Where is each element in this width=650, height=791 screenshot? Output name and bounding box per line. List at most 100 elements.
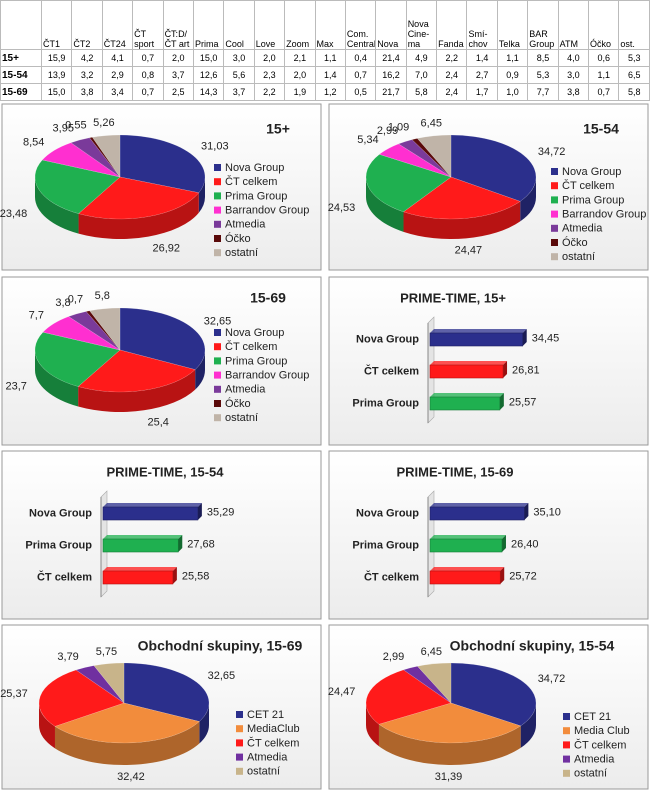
data-label: 6,45 [421,646,442,658]
pie-slice [450,662,537,727]
data-label: 3,8 [55,297,70,309]
legend-label: ČT celkem [247,736,299,749]
chart-title: Obchodní skupiny, 15-69 [138,638,303,654]
legend-swatch [236,767,243,775]
pie-slice [89,307,121,351]
column-header: Prima [192,0,225,50]
data-label: 32,65 [208,670,236,682]
data-label: 31,03 [201,140,229,152]
table-cell: 3,8 [71,83,103,101]
legend-label: ostatní [225,412,258,424]
pie-slice [402,176,521,220]
legend-swatch [551,224,558,232]
legend-swatch [236,739,243,747]
legend-swatch [214,192,221,200]
legend-swatch [563,769,570,777]
pie-slice [91,134,121,178]
pie-slice [450,134,537,202]
data-label: 0,55 [65,120,86,132]
data-label: 1,09 [388,122,409,134]
pie-side [78,369,196,412]
bar-end [522,329,527,346]
pie-slice [411,138,452,178]
legend-label: Media Club [574,725,630,737]
category-label: ČT celkem [364,570,419,583]
pie-side [403,201,521,240]
legend-swatch [563,727,570,735]
bar [102,506,199,521]
pie-slice [89,137,121,178]
data-label: 25,57 [509,396,537,408]
table-row: 15-69 15,0 3,8 3,4 0,7 2,5 14,3 3,7 2,2 1,9 1,2 0,5… [0,83,650,101]
table-cell: 7,7 [527,83,559,101]
column-header: Zoom [284,0,316,50]
data-label: 2,99 [377,125,398,137]
legend-swatch [214,249,221,257]
legend-label: Atmedia [247,752,288,764]
legend-swatch [214,400,221,407]
column-header: Telka [496,0,529,50]
legend-swatch [214,357,221,365]
table-cell: 5,8 [405,83,438,101]
category-label: Prima Group [352,397,419,409]
table-cell: 0,7 [588,83,620,101]
category-label: Nova Group [29,507,92,519]
pie-slice [70,137,121,178]
bar-top [103,535,183,539]
bar [429,506,525,521]
data-label: 25,58 [182,570,210,582]
data-label: 7,7 [29,310,44,322]
data-label: 24,47 [455,245,483,257]
table-cell: 3,8 [557,83,590,101]
legend-label: MediaClub [247,723,300,735]
bar [429,538,503,553]
legend-swatch [551,239,558,246]
bar-top [430,361,508,365]
legend-swatch [214,329,221,336]
data-label: 32,42 [117,771,145,783]
pie-side [198,177,205,213]
legend-swatch [214,206,221,214]
data-label: 34,45 [532,332,560,344]
column-header: Love [253,0,286,50]
bar [102,570,174,585]
pie-slice [78,176,200,220]
legend-swatch [551,196,558,204]
legend-label: CET 21 [247,709,284,721]
column-header: BAR Group [527,0,559,50]
pie-side [39,703,55,749]
data-label: 5,26 [93,117,114,129]
legend-label: ostatní [562,251,595,263]
bar-top [103,567,177,571]
legend-swatch [236,711,243,718]
legend-label: Nova Group [225,327,284,339]
table-cell: 3,4 [101,83,134,101]
bar-top [430,503,529,507]
pie-slice [54,702,200,744]
table-cell: 0,7 [132,49,164,67]
table-cell: 0,9 [496,66,529,84]
data-label: 34,72 [538,146,566,158]
legend-label: Óčko [562,236,588,249]
table-row: 15+ 15,9 4,2 4,1 0,7 2,0 15,0 3,0 2,0 2,1 1,1 0,4 21… [0,49,650,67]
legend-label: Barrandov Group [225,205,309,217]
bar-end [172,567,177,584]
legend-label: ČT celkem [562,179,614,192]
table-cell: 14,3 [192,83,225,101]
data-label: 23,48 [0,208,27,220]
chart-title: PRIME-TIME, 15-54 [106,464,224,479]
legend-label: Óčko [225,397,251,410]
data-label: 5,8 [95,290,110,302]
legend-swatch [551,253,558,261]
pie-slice [417,662,452,704]
table-cell: 1,0 [496,83,529,101]
data-label: 25,37 [0,688,28,700]
pie-slice [34,159,121,214]
legend-swatch [551,182,558,190]
bar-end [524,503,529,520]
legend-swatch [214,343,221,351]
legend-swatch [563,741,570,749]
pie-side [520,703,536,748]
